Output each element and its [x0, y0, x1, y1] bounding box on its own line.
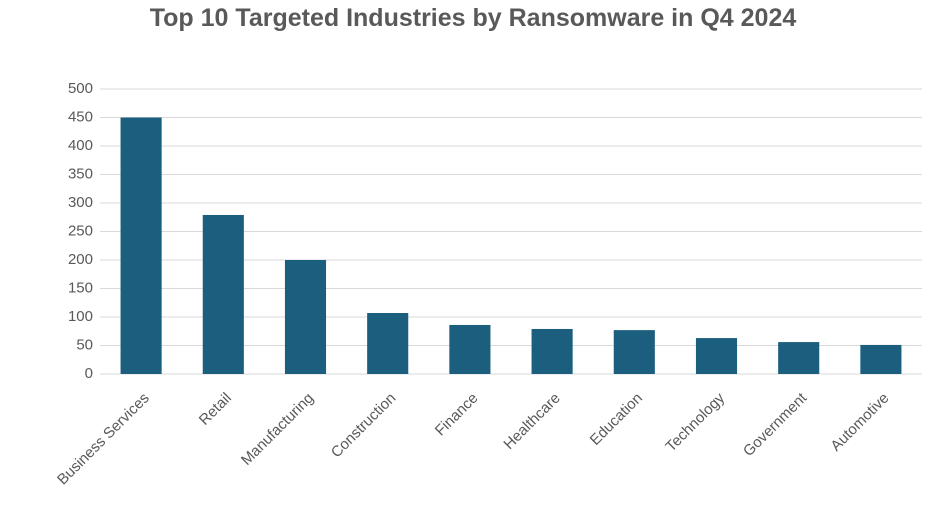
bar	[613, 330, 655, 374]
bar	[778, 342, 820, 374]
bar	[860, 344, 902, 374]
bar	[284, 260, 327, 374]
x-tick-label: Education	[587, 390, 646, 449]
x-tick-label: Manufacturing	[238, 390, 317, 469]
y-tick-label: 250	[68, 222, 93, 239]
chart-title: Top 10 Targeted Industries by Ransomware…	[149, 4, 797, 32]
bar	[695, 338, 738, 374]
bar	[202, 214, 244, 374]
y-tick-label: 0	[85, 365, 93, 382]
x-tick-label: Business Services	[54, 390, 153, 489]
x-tick-label: Technology	[662, 389, 728, 455]
y-tick-label: 200	[68, 251, 93, 268]
y-tick-label: 500	[68, 80, 93, 97]
y-tick-label: 50	[76, 336, 93, 353]
x-tick-label: Healthcare	[500, 390, 563, 453]
bar	[531, 328, 573, 374]
x-tick-label: Finance	[432, 390, 482, 440]
y-tick-label: 100	[68, 308, 93, 325]
y-tick-label: 300	[68, 194, 93, 211]
bar	[120, 117, 162, 374]
x-tick-label: Automotive	[827, 390, 892, 455]
x-tick-label: Government	[740, 389, 811, 460]
bar	[449, 324, 491, 374]
y-tick-label: 150	[68, 279, 93, 296]
y-tick-label: 450	[68, 108, 93, 125]
x-tick-label: Construction	[328, 390, 400, 462]
bar	[367, 313, 409, 374]
y-tick-label: 350	[68, 165, 93, 182]
y-tick-label: 400	[68, 137, 93, 154]
x-tick-label: Retail	[196, 390, 235, 429]
